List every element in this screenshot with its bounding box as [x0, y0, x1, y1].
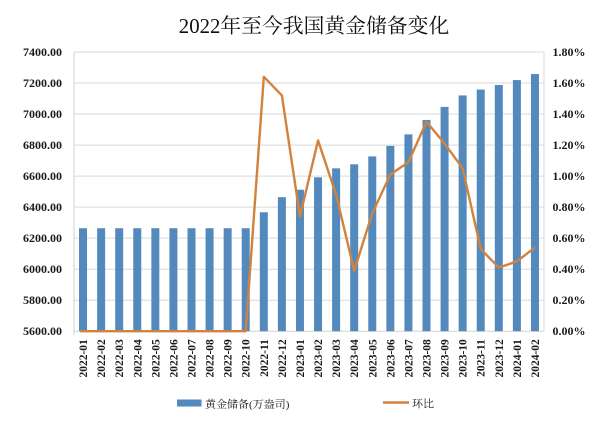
- svg-text:7400.00: 7400.00: [23, 45, 62, 59]
- svg-text:2022-06: 2022-06: [168, 339, 180, 378]
- svg-text:1.00%: 1.00%: [553, 169, 586, 183]
- svg-text:2023-02: 2023-02: [313, 339, 325, 378]
- svg-text:1.40%: 1.40%: [553, 107, 586, 121]
- svg-text:2023-12: 2023-12: [494, 339, 506, 378]
- svg-text:6000.00: 6000.00: [23, 262, 62, 276]
- svg-text:2023-03: 2023-03: [331, 339, 343, 378]
- svg-text:5600.00: 5600.00: [23, 324, 62, 338]
- svg-text:2022-07: 2022-07: [187, 339, 199, 378]
- svg-text:2022-12: 2022-12: [277, 339, 289, 378]
- svg-text:0.80%: 0.80%: [553, 200, 586, 214]
- svg-text:2022-04: 2022-04: [132, 339, 144, 378]
- svg-text:5800.00: 5800.00: [23, 293, 62, 307]
- svg-text:2022-01: 2022-01: [78, 339, 90, 378]
- svg-text:7000.00: 7000.00: [23, 107, 62, 121]
- svg-text:2022-09: 2022-09: [223, 339, 235, 378]
- svg-text:2022-02: 2022-02: [96, 339, 108, 378]
- svg-text:0.20%: 0.20%: [553, 293, 586, 307]
- svg-text:2024-01: 2024-01: [512, 339, 524, 378]
- svg-text:6600.00: 6600.00: [23, 169, 62, 183]
- svg-text:2023-04: 2023-04: [349, 339, 361, 378]
- svg-text:2023-05: 2023-05: [367, 339, 379, 378]
- svg-text:2022-05: 2022-05: [150, 339, 162, 378]
- svg-text:2023-07: 2023-07: [403, 339, 415, 378]
- svg-text:2023-10: 2023-10: [458, 339, 470, 378]
- svg-text:1.60%: 1.60%: [553, 76, 586, 90]
- svg-text:0.60%: 0.60%: [553, 231, 586, 245]
- svg-text:(: (: [249, 399, 253, 411]
- svg-text:0.00%: 0.00%: [553, 324, 586, 338]
- svg-text:2022: 2022: [179, 15, 221, 38]
- svg-text:6800.00: 6800.00: [23, 138, 62, 152]
- svg-text:): ): [286, 399, 290, 411]
- svg-text:6200.00: 6200.00: [23, 231, 62, 245]
- svg-text:2023-06: 2023-06: [385, 339, 397, 378]
- svg-text:2022-11: 2022-11: [259, 339, 271, 377]
- svg-text:2023-11: 2023-11: [476, 339, 488, 377]
- svg-text:6400.00: 6400.00: [23, 200, 62, 214]
- svg-text:2022-03: 2022-03: [114, 339, 126, 378]
- svg-text:0.40%: 0.40%: [553, 262, 586, 276]
- svg-text:1.20%: 1.20%: [553, 138, 586, 152]
- svg-text:7200.00: 7200.00: [23, 76, 62, 90]
- svg-text:2023-08: 2023-08: [422, 339, 434, 378]
- svg-text:2022-10: 2022-10: [241, 339, 253, 378]
- svg-text:1.80%: 1.80%: [553, 45, 586, 59]
- svg-text:2024-02: 2024-02: [530, 339, 542, 378]
- svg-text:2023-01: 2023-01: [295, 339, 307, 378]
- svg-text:2022-08: 2022-08: [205, 339, 217, 378]
- svg-text:2023-09: 2023-09: [440, 339, 452, 378]
